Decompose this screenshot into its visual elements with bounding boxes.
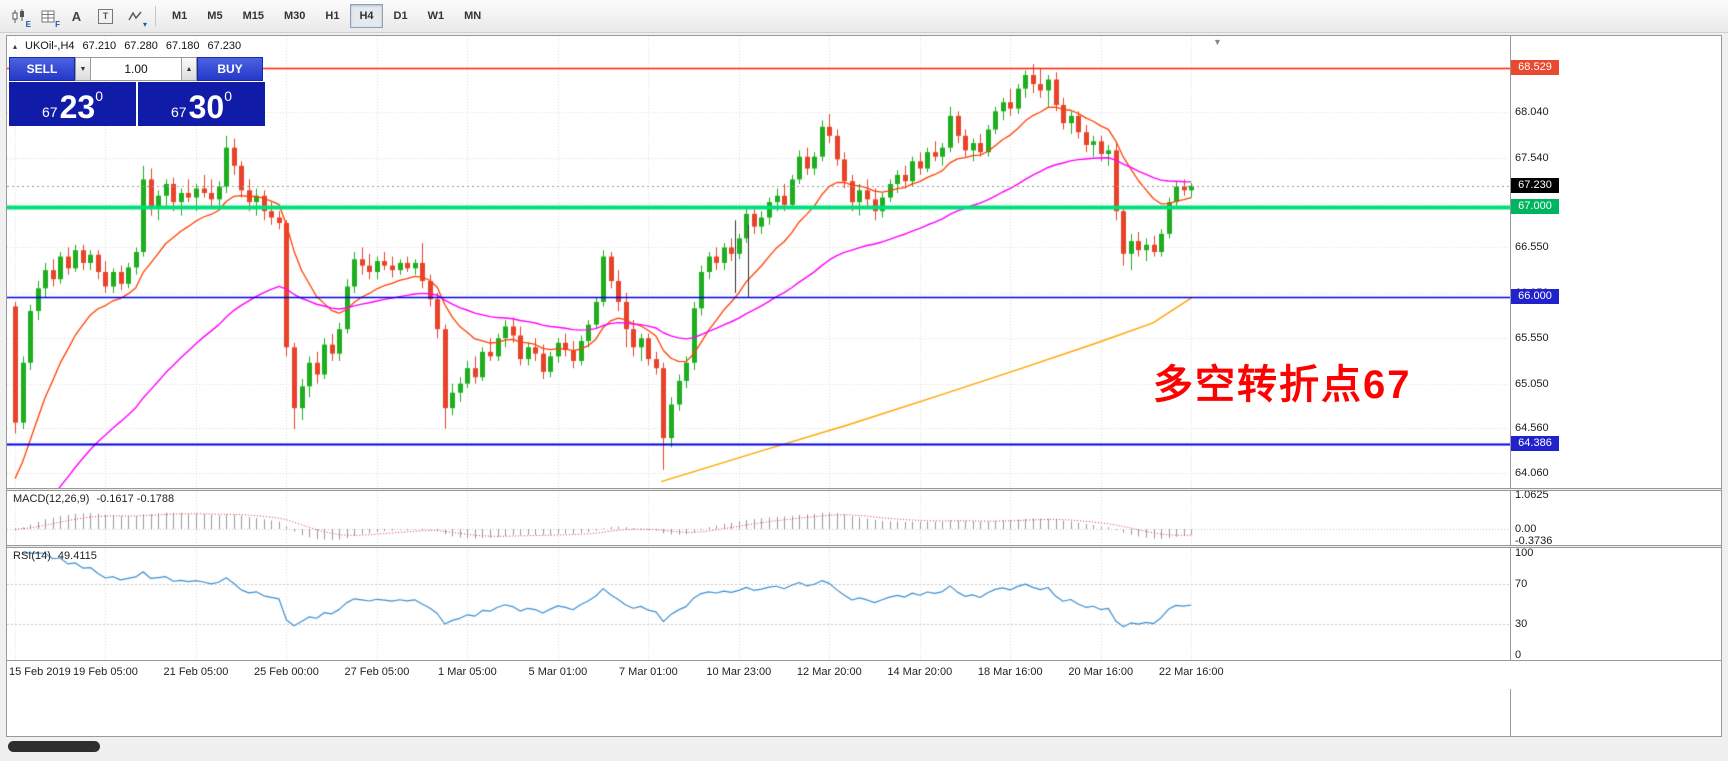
tool-sub-label: F (55, 20, 60, 29)
bid-pips: 23 (59, 89, 96, 125)
symbol-timeframe-label: UKOil-,H4 (25, 40, 75, 52)
price-axis-label: 66.550 (1515, 241, 1549, 254)
volume-decrease-button[interactable]: ▼ (75, 57, 91, 81)
bid-pip-fraction: 0 (95, 88, 103, 104)
letter-a-icon: A (71, 8, 82, 24)
rsi-value: 49.4115 (57, 550, 97, 562)
ask-whole: 67 (171, 104, 187, 120)
rsi-name: RSI(14) (13, 550, 51, 562)
timeframe-button-mn[interactable]: MN (464, 10, 482, 22)
rsi-indicator-canvas[interactable] (7, 548, 1511, 660)
dropdown-arrow-icon: ▾ (142, 20, 147, 29)
ask-price-display[interactable]: 67 30 0 (138, 82, 265, 126)
chart-window: ▴ UKOil-,H4 67.210 67.280 67.180 67.230 … (6, 35, 1722, 737)
timeframe-button-m30[interactable]: M30 (283, 10, 306, 22)
rsi-axis-label: 100 (1515, 547, 1534, 559)
price-axis-label: 65.550 (1515, 332, 1549, 345)
price-badge-64.386: 64.386 (1511, 435, 1559, 451)
time-axis-label: 21 Feb 05:00 (163, 666, 229, 678)
price-axis-label: 64.560 (1515, 422, 1549, 435)
quotes-grid-button[interactable]: F (33, 3, 62, 29)
macd-indicator-canvas[interactable] (7, 491, 1511, 545)
bid-whole: 67 (42, 104, 58, 120)
grid-icon (41, 10, 54, 22)
time-axis-label: 5 Mar 01:00 (528, 666, 588, 678)
ohlc-low: 67.180 (165, 40, 200, 52)
toolbar-separator (155, 6, 156, 26)
ohlc-open: 67.210 (82, 40, 117, 52)
macd-axis-label: 0.00 (1515, 523, 1537, 536)
bid-price-display[interactable]: 67 23 0 (9, 82, 136, 126)
buy-button[interactable]: BUY (197, 57, 263, 81)
price-axis-label: 67.540 (1515, 151, 1549, 164)
annotation-text: 多空转折点67 (1153, 363, 1412, 407)
text-box-icon: T (98, 8, 113, 24)
rsi-axis-label: 0 (1515, 649, 1522, 661)
timeframe-button-h1[interactable]: H1 (325, 10, 340, 22)
time-axis-label: 27 Feb 05:00 (344, 666, 410, 678)
tool-sub-label: E (25, 20, 31, 29)
time-axis-label: 15 Feb 2019 (9, 666, 71, 678)
timeframe-button-d1[interactable]: D1 (393, 10, 408, 22)
ask-pips: 30 (188, 89, 225, 125)
one-click-trading-panel: SELL ▼ ▲ BUY 67 23 0 67 30 0 (9, 57, 267, 126)
price-badge-67.230: 67.230 (1511, 177, 1559, 193)
horizontal-scrollbar[interactable] (6, 739, 1722, 755)
horizontal-scrollbar-thumb[interactable] (8, 741, 100, 752)
price-badge-68.529: 68.529 (1511, 59, 1559, 75)
price-axis-label: 68.040 (1515, 106, 1549, 119)
price-axis[interactable]: 68.04067.54066.55066.05065.55065.05064.5… (1510, 36, 1721, 736)
macd-name: MACD(12,26,9) (13, 493, 90, 505)
time-axis-label: 1 Mar 05:00 (438, 666, 497, 678)
macd-axis-label: 1.0625 (1515, 489, 1549, 501)
time-axis-label: 14 Mar 20:00 (887, 666, 953, 678)
rsi-axis-label: 30 (1515, 618, 1528, 631)
price-axis-label: 65.050 (1515, 377, 1549, 390)
chart-header: ▴ UKOil-,H4 67.210 67.280 67.180 67.230 (13, 40, 241, 52)
timeframe-button-w1[interactable]: W1 (427, 10, 445, 22)
timeframe-button-m5[interactable]: M5 (207, 10, 223, 22)
ohlc-high: 67.280 (124, 40, 158, 52)
collapse-icon[interactable]: ▴ (13, 41, 18, 51)
price-axis-label: 64.060 (1515, 467, 1549, 480)
time-axis-label: 12 Mar 20:00 (796, 666, 862, 678)
sell-button[interactable]: SELL (9, 57, 75, 81)
rsi-axis-label: 70 (1515, 577, 1528, 590)
ask-pip-fraction: 0 (224, 88, 232, 104)
volume-up-icon: ▲ (185, 65, 193, 73)
time-axis-label: 18 Mar 16:00 (977, 666, 1043, 678)
macd-axis-label: -0.3736 (1515, 535, 1553, 547)
time-axis[interactable]: 15 Feb 2019 19 Feb 05:00 21 Feb 05:00 25 Fe… (7, 660, 1721, 689)
freehand-line-icon (127, 11, 142, 21)
timeframe-button-m15[interactable]: M15 (242, 10, 264, 22)
candlestick-mode-button[interactable]: E (4, 3, 33, 29)
time-axis-label: 19 Feb 05:00 (73, 666, 138, 678)
ohlc-close: 67.230 (207, 40, 242, 52)
panel-splitter-macd[interactable] (7, 488, 1721, 491)
price-badge-67.000: 67.000 (1511, 198, 1559, 214)
font-tool-button[interactable]: A (62, 3, 91, 29)
time-axis-label: 7 Mar 01:00 (619, 666, 678, 678)
time-axis-label: 25 Feb 00:00 (254, 666, 319, 678)
top-toolbar: E F A T ▾ M1 M5 M15 M30 H1 H4 D1 W1 MN (0, 0, 1728, 33)
time-axis-label: 20 Mar 16:00 (1068, 666, 1134, 678)
macd-label: MACD(12,26,9) -0.1617 -0.1788 (13, 493, 174, 505)
timeframe-button-group: M1 M5 M15 M30 H1 H4 D1 W1 MN (162, 4, 491, 28)
chart-shift-marker[interactable]: ▼ (1213, 37, 1222, 47)
volume-input[interactable] (91, 57, 181, 81)
volume-increase-button[interactable]: ▲ (181, 57, 197, 81)
timeframe-button-h4[interactable]: H4 (350, 4, 383, 28)
panel-splitter-rsi[interactable] (7, 545, 1721, 548)
drawing-tool-button[interactable]: ▾ (120, 3, 149, 29)
volume-dropdown-icon: ▼ (79, 65, 87, 73)
time-axis-label: 22 Mar 16:00 (1158, 666, 1224, 678)
candlestick-icon (12, 8, 24, 23)
macd-values: -0.1617 -0.1788 (96, 493, 175, 505)
time-axis-label: 10 Mar 23:00 (706, 666, 772, 678)
price-badge-66.000: 66.000 (1511, 289, 1559, 305)
text-tool-button[interactable]: T (91, 3, 120, 29)
timeframe-button-m1[interactable]: M1 (172, 10, 188, 22)
rsi-label: RSI(14) 49.4115 (13, 550, 97, 562)
